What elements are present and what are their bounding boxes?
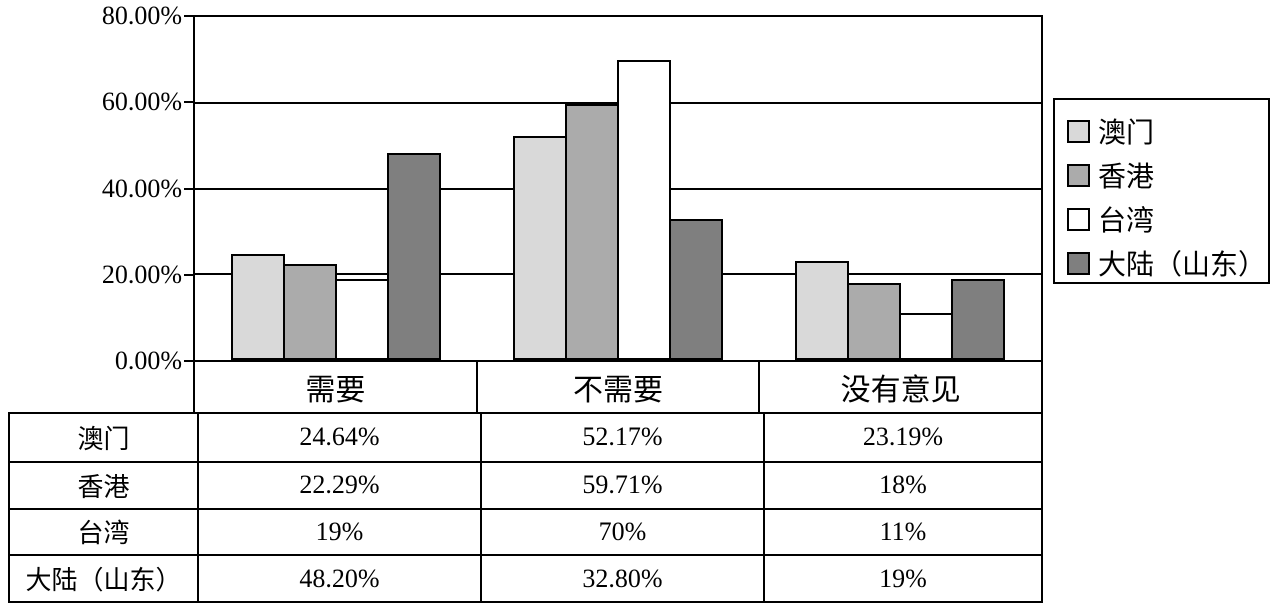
legend-swatch-icon xyxy=(1067,251,1090,275)
table-value-cell: 48.20% xyxy=(197,554,480,601)
bar-台湾-没有意见 xyxy=(899,313,953,360)
table-row-header: 香港 xyxy=(10,460,197,508)
category-label-没有意见: 没有意见 xyxy=(840,374,961,407)
y-axis-tick xyxy=(184,188,193,190)
legend-label: 大陆（山东） xyxy=(1098,250,1267,281)
y-axis-label: 60.00% xyxy=(101,87,182,116)
data-table: 澳门 24.64% 52.17% 23.19% 香港 22.29% 59.71% 18% 台湾 1… xyxy=(8,412,1043,603)
table-value-cell: 11% xyxy=(763,507,1041,555)
bar-澳门-没有意见 xyxy=(795,261,849,360)
table-value-cell: 70% xyxy=(480,507,763,555)
table-row-header: 大陆（山东） xyxy=(10,554,197,601)
legend-swatch-icon xyxy=(1067,207,1090,231)
bar-大陆（山东）-需要 xyxy=(387,153,441,360)
category-label-需要: 需要 xyxy=(195,362,478,412)
legend-swatch-icon xyxy=(1067,119,1090,143)
legend-item: 大陆（山东） xyxy=(1055,241,1268,285)
legend-label: 香港 xyxy=(1098,162,1155,193)
x-axis-category-row: 需要 不需要 没有意见 xyxy=(193,362,1043,412)
category-label-不需要: 不需要 xyxy=(478,362,761,412)
plot-area xyxy=(193,15,1043,362)
legend-item: 香港 xyxy=(1055,153,1268,197)
y-axis-label: 80.00% xyxy=(101,1,182,30)
bar-大陆（山东）-没有意见 xyxy=(951,279,1005,360)
bar-台湾-需要 xyxy=(335,279,389,360)
y-axis-tick xyxy=(184,101,193,103)
table-value-cell: 18% xyxy=(763,460,1041,508)
table-value-cell: 52.17% xyxy=(480,414,763,461)
legend-swatch-icon xyxy=(1067,163,1090,187)
bar-澳门-需要 xyxy=(231,254,285,360)
bar-香港-不需要 xyxy=(565,104,619,360)
legend-label: 澳门 xyxy=(1098,118,1155,149)
y-axis-label: 0.00% xyxy=(114,346,182,375)
table-value-cell: 24.64% xyxy=(197,414,480,461)
legend: 澳门香港台湾大陆（山东） xyxy=(1053,98,1270,284)
y-axis-label: 20.00% xyxy=(101,260,182,289)
table-row-header: 澳门 xyxy=(77,424,130,454)
legend-label: 台湾 xyxy=(1098,206,1155,237)
table-value-cell: 23.19% xyxy=(763,414,1041,461)
bar-香港-没有意见 xyxy=(847,283,901,360)
bar-香港-需要 xyxy=(283,264,337,360)
bar-台湾-不需要 xyxy=(617,60,671,360)
legend-item: 台湾 xyxy=(1055,197,1268,241)
table-row-header: 台湾 xyxy=(10,507,197,555)
table-value-cell: 22.29% xyxy=(197,460,480,508)
table-value-cell: 19% xyxy=(197,507,480,555)
y-axis-tick xyxy=(184,274,193,276)
y-axis-label: 40.00% xyxy=(101,174,182,203)
table-value-cell: 19% xyxy=(763,554,1041,601)
bar-大陆（山东）-不需要 xyxy=(669,219,723,360)
table-value-cell: 32.80% xyxy=(480,554,763,601)
y-axis-tick xyxy=(184,15,193,17)
y-axis-tick xyxy=(184,360,193,362)
bar-澳门-不需要 xyxy=(513,136,567,360)
table-value-cell: 59.71% xyxy=(480,460,763,508)
legend-item: 澳门 xyxy=(1055,109,1268,153)
